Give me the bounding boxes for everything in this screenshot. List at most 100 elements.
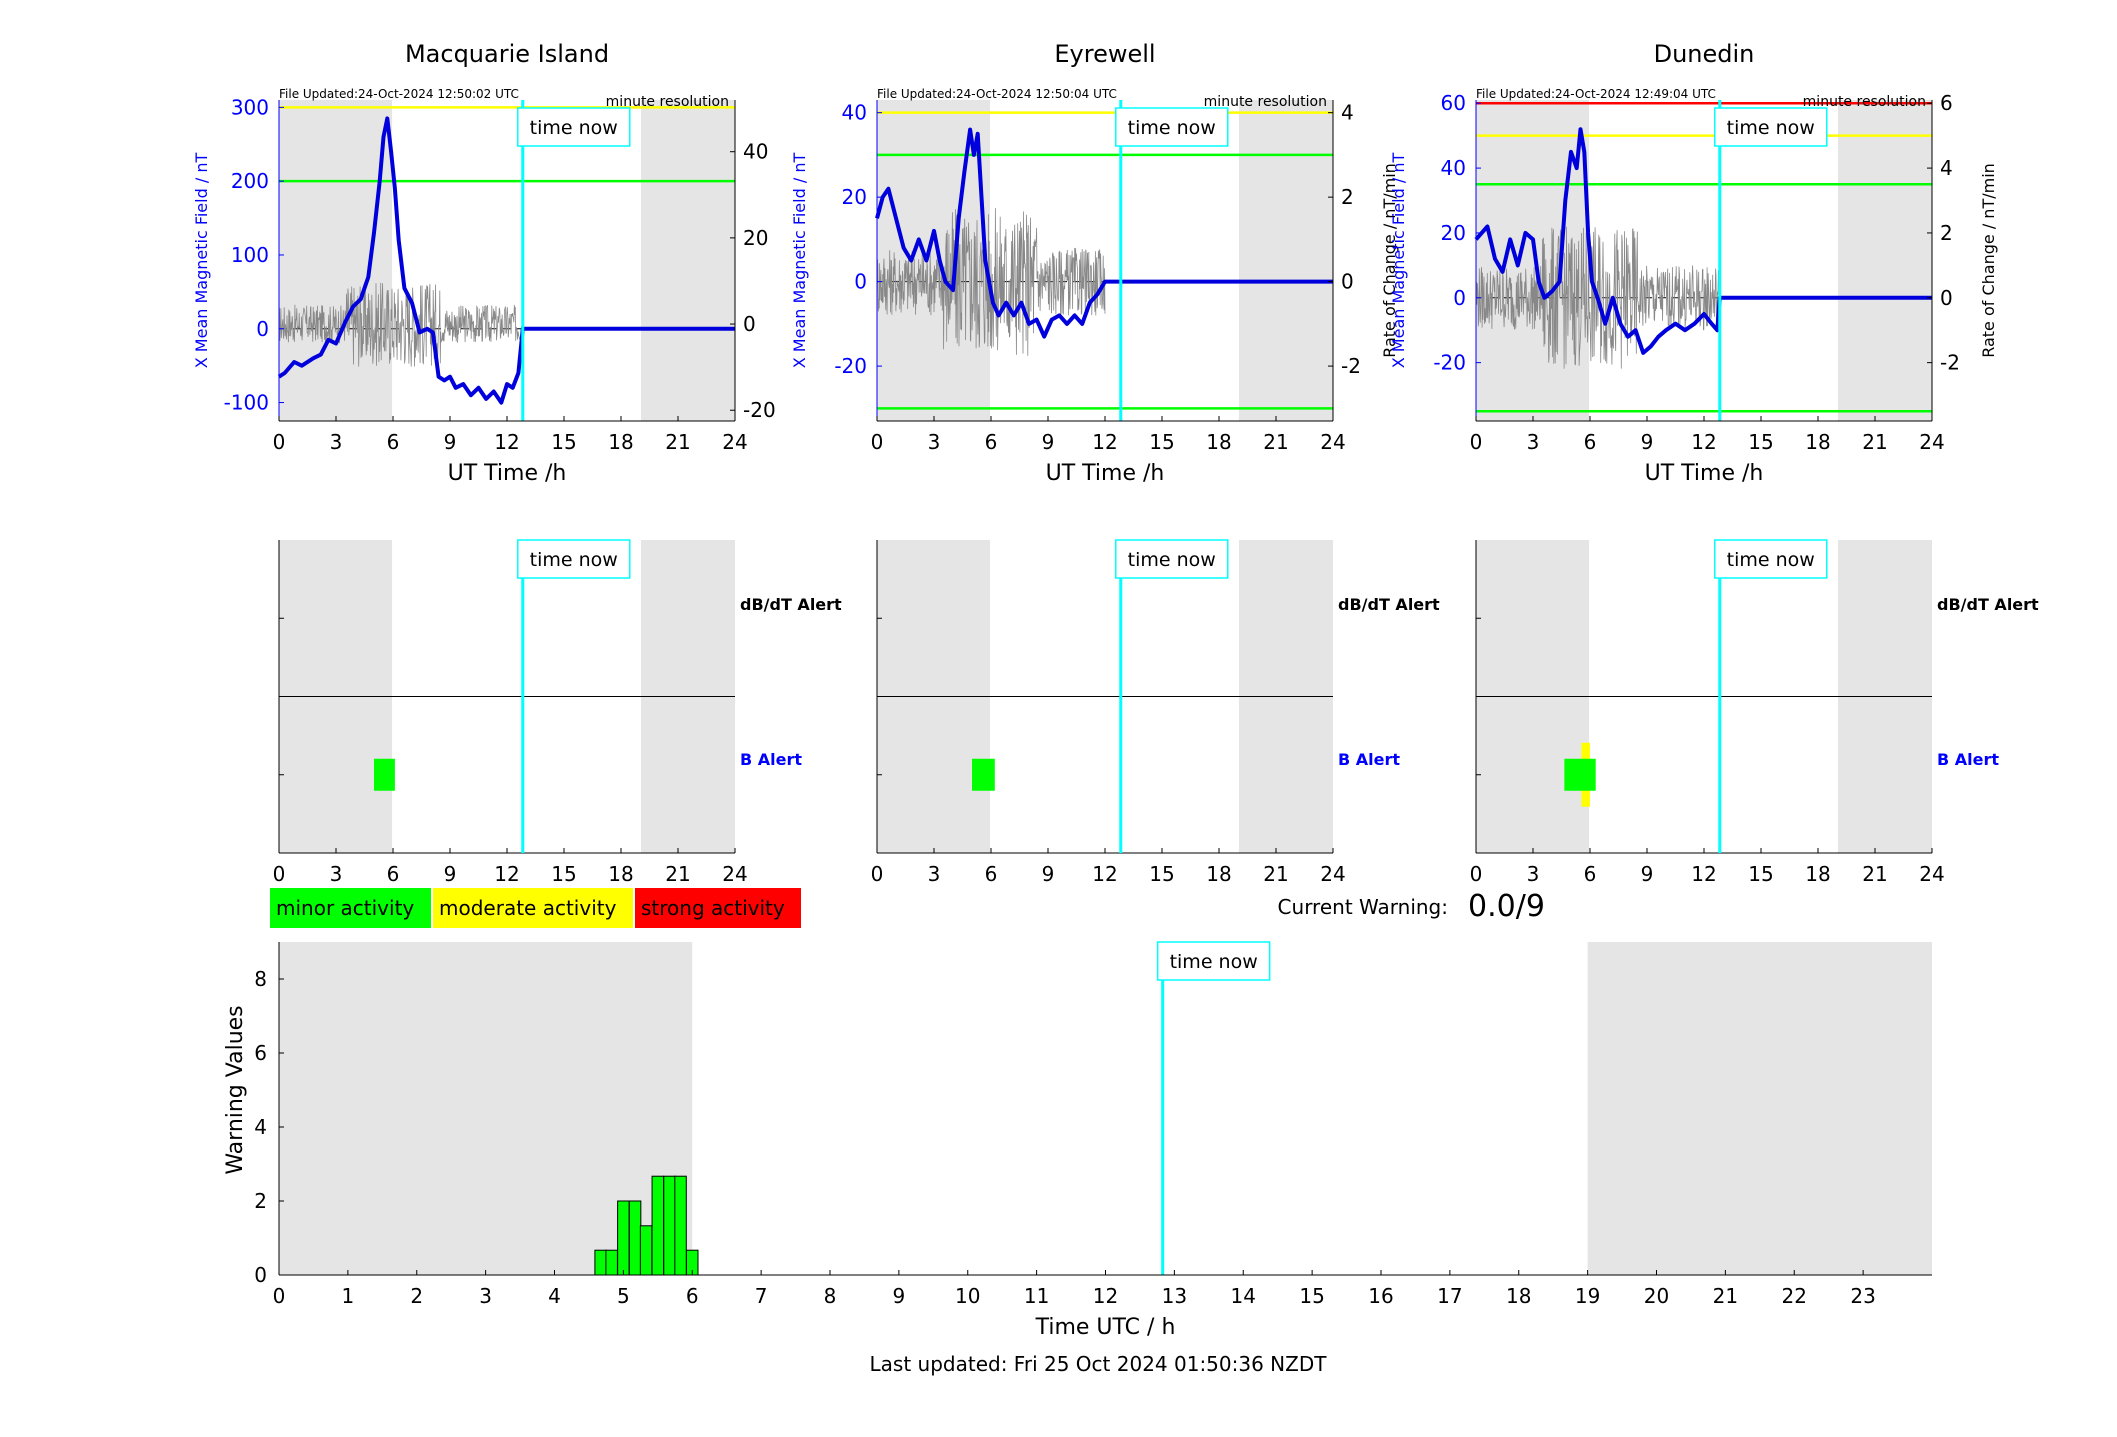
x-tick-label: 9 <box>1042 430 1055 454</box>
x-tick-label: 9 <box>1641 862 1654 886</box>
night-shade <box>640 100 735 421</box>
file-updated-text: File Updated:24-Oct-2024 12:50:02 UTC <box>279 87 519 101</box>
current-warning-value: 0.0/9 <box>1468 889 1545 924</box>
x-tick-label: 15 <box>1748 862 1773 886</box>
y-right-tick-label: 20 <box>743 226 768 250</box>
y-tick-label: -20 <box>834 354 867 378</box>
x-tick-label: 3 <box>330 430 343 454</box>
alert-event-block <box>374 758 395 791</box>
x-tick-label: 24 <box>1320 862 1345 886</box>
warning-bar <box>605 1249 618 1276</box>
y-tick-label: 0 <box>1453 286 1466 310</box>
x-axis-label: UT Time /h <box>1645 461 1764 486</box>
x-tick-label: 0 <box>871 430 884 454</box>
current-warning-label: Current Warning: <box>1278 895 1448 919</box>
x-tick-label: 18 <box>608 862 633 886</box>
panel-title: Eyrewell <box>1054 40 1155 68</box>
x-tick-label: 15 <box>1149 862 1174 886</box>
y-axis-label: X Mean Magnetic Field / nT <box>790 153 809 369</box>
x-tick-label: 21 <box>1862 430 1887 454</box>
x-tick-label: 15 <box>551 430 576 454</box>
x-tick-label: 0 <box>273 430 286 454</box>
x-tick-label: 24 <box>1320 430 1345 454</box>
rate-of-change-trace <box>278 282 524 367</box>
field-trace <box>277 116 735 405</box>
alert-panel: time now dB/dT Alert B Alert 0 3 6 9 12 15 18 21 24 <box>273 539 842 886</box>
warning-bar <box>674 1175 687 1276</box>
warning-bar <box>651 1175 665 1276</box>
x-tick-label: 15 <box>1149 430 1174 454</box>
y-right-tick-label: 0 <box>1341 270 1354 294</box>
time-now-label: time now <box>1128 549 1216 571</box>
y-tick-label: 6 <box>254 1041 267 1065</box>
x-tick-label: 12 <box>494 862 519 886</box>
x-tick-label: 18 <box>1506 1284 1531 1308</box>
dbdt-alert-label: dB/dT Alert <box>740 595 842 614</box>
x-axis-label: UT Time /h <box>448 461 567 486</box>
x-tick-label: 16 <box>1368 1284 1393 1308</box>
x-tick-label: 21 <box>665 430 690 454</box>
y-right-tick-label: 2 <box>1940 221 1953 245</box>
x-tick-label: 18 <box>1805 862 1830 886</box>
night-shade <box>1837 100 1932 421</box>
x-tick-label: 21 <box>1862 862 1887 886</box>
x-tick-label: 0 <box>273 862 286 886</box>
panel-title: Macquarie Island <box>405 40 609 68</box>
time-now-box <box>1115 539 1229 579</box>
x-tick-label: 23 <box>1850 1284 1875 1308</box>
x-tick-label: 13 <box>1162 1284 1187 1308</box>
y-tick-label: 0 <box>256 317 269 341</box>
x-tick-label: 24 <box>722 430 747 454</box>
y-right-axis-label: Rate of Change / nT/min <box>1380 163 1399 358</box>
x-tick-label: 9 <box>1641 430 1654 454</box>
legend-swatch <box>433 888 633 928</box>
time-now-label: time now <box>1128 117 1216 139</box>
x-tick-label: 12 <box>1092 430 1117 454</box>
b-alert-label: B Alert <box>1338 750 1400 769</box>
x-tick-label: 14 <box>1231 1284 1256 1308</box>
y-tick-label: 200 <box>231 169 269 193</box>
y-right-tick-label: -2 <box>1940 351 1960 375</box>
rate-of-change-trace <box>1475 226 1721 369</box>
x-tick-label: 10 <box>955 1284 980 1308</box>
x-tick-label: 7 <box>755 1284 768 1308</box>
last-updated-text: Last updated: Fri 25 Oct 2024 01:50:36 N… <box>870 1352 1328 1376</box>
x-tick-label: 9 <box>444 862 457 886</box>
alert-event-block <box>1564 758 1596 791</box>
y-right-tick-label: 4 <box>1940 156 1953 180</box>
x-tick-label: 9 <box>444 430 457 454</box>
x-tick-label: 17 <box>1437 1284 1462 1308</box>
x-tick-label: 15 <box>551 862 576 886</box>
legend-swatch <box>270 888 431 928</box>
x-tick-label: 22 <box>1782 1284 1807 1308</box>
time-now-label: time now <box>1727 549 1815 571</box>
x-tick-label: 5 <box>617 1284 630 1308</box>
y-tick-label: -100 <box>224 391 269 415</box>
alert-panel: time now dB/dT Alert B Alert 0 3 6 9 12 15 18 21 24 <box>871 539 1440 886</box>
x-tick-label: 0 <box>273 1284 286 1308</box>
dbdt-alert-label: dB/dT Alert <box>1937 595 2039 614</box>
alert-panels: time now dB/dT Alert B Alert 0 3 6 9 12 15 18 21 24… <box>273 539 2039 886</box>
activity-legend: minor activity moderate activity strong ac… <box>270 888 801 928</box>
time-now-label: time now <box>1170 951 1258 973</box>
time-now-box <box>1714 539 1828 579</box>
warning-bar <box>628 1200 642 1276</box>
resolution-text: minute resolution <box>606 94 729 110</box>
x-tick-label: 18 <box>1206 430 1231 454</box>
legend-label: moderate activity <box>439 896 617 920</box>
x-tick-label: 15 <box>1748 430 1773 454</box>
x-tick-label: 3 <box>928 430 941 454</box>
y-tick-label: 40 <box>842 101 867 125</box>
x-tick-label: 0 <box>871 862 884 886</box>
b-alert-label: B Alert <box>740 750 802 769</box>
x-tick-label: 12 <box>1093 1284 1118 1308</box>
x-tick-label: 21 <box>1263 862 1288 886</box>
y-tick-label: -20 <box>1433 351 1466 375</box>
y-tick-label: 8 <box>254 967 267 991</box>
x-tick-label: 12 <box>1092 862 1117 886</box>
x-tick-label: 3 <box>1527 862 1540 886</box>
y-axis-label: X Mean Magnetic Field / nT <box>192 153 211 369</box>
y-tick-label: 40 <box>1441 156 1466 180</box>
